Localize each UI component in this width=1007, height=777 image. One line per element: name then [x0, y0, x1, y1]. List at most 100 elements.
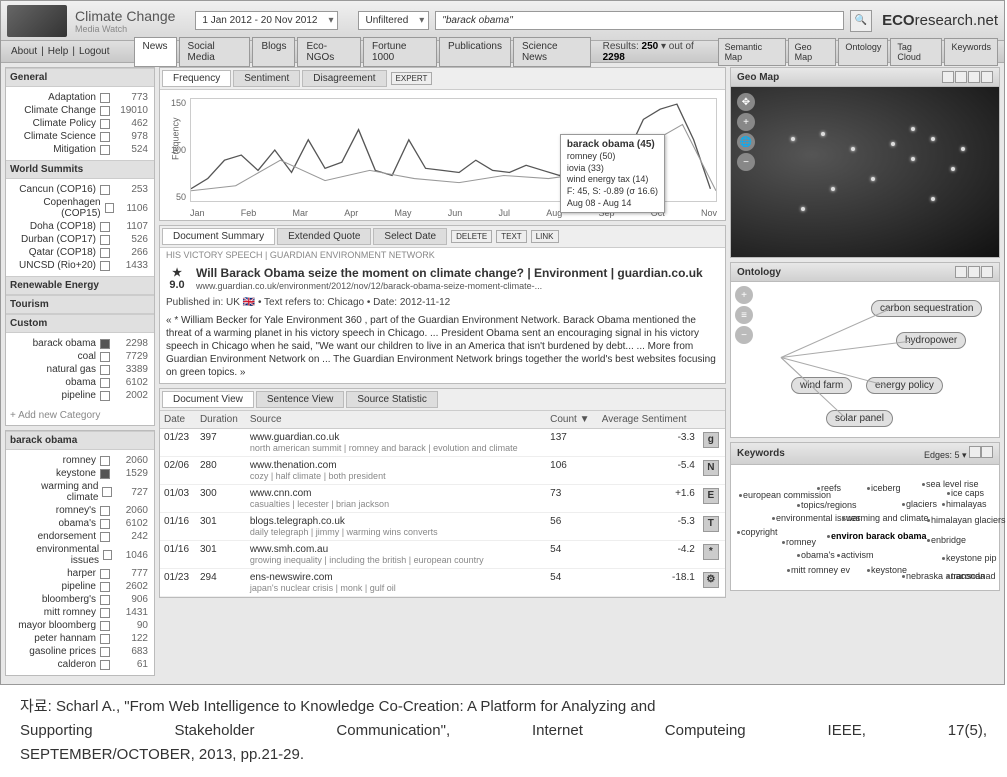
view-button[interactable]: Keywords: [944, 38, 998, 66]
panel-icon[interactable]: [968, 71, 980, 83]
facet-checkbox[interactable]: [100, 519, 110, 529]
facet-row[interactable]: mayor bloomberg90: [12, 619, 148, 632]
facet-checkbox[interactable]: [100, 506, 110, 516]
facet-checkbox[interactable]: [100, 352, 110, 362]
facet-checkbox[interactable]: [103, 550, 112, 560]
facet-checkbox[interactable]: [100, 378, 110, 388]
facet-row[interactable]: romney2060: [12, 454, 148, 467]
keyword-node[interactable]: activism: [841, 550, 874, 560]
tab-frequency[interactable]: Frequency: [162, 70, 231, 87]
facet-row[interactable]: calderon61: [12, 658, 148, 671]
doc-url[interactable]: www.guardian.co.uk/environment/2012/nov/…: [196, 281, 703, 291]
facet-row[interactable]: Durban (COP17)526: [12, 233, 148, 246]
keyword-node[interactable]: reefs: [821, 483, 841, 493]
onto-zoom-in-icon[interactable]: +: [735, 286, 753, 304]
facet-row[interactable]: Climate Change19010: [12, 104, 148, 117]
facet-row[interactable]: natural gas3389: [12, 363, 148, 376]
keyword-node[interactable]: himalayas: [946, 499, 987, 509]
keyword-node[interactable]: keystone pip: [946, 553, 997, 563]
facet-row[interactable]: pipeline2602: [12, 580, 148, 593]
panel-icon[interactable]: [981, 446, 993, 458]
facet-row[interactable]: endorsement242: [12, 530, 148, 543]
keyword-node[interactable]: himalayan glaciers: [931, 515, 1006, 525]
help-link[interactable]: Help: [48, 46, 69, 57]
nav-tab[interactable]: Blogs: [252, 37, 295, 67]
facet-checkbox[interactable]: [105, 203, 114, 213]
filter-dropdown[interactable]: Unfiltered: [358, 11, 429, 30]
panel-icon[interactable]: [981, 266, 993, 278]
keyword-node[interactable]: keystone: [871, 565, 907, 575]
facet-checkbox[interactable]: [100, 456, 110, 466]
facet-checkbox[interactable]: [100, 647, 110, 657]
panel-icon[interactable]: [968, 266, 980, 278]
search-input[interactable]: "barack obama": [435, 11, 844, 30]
ontology-node[interactable]: energy policy: [866, 377, 943, 394]
table-row[interactable]: 01/23294ens-newswire.comjapan's nuclear …: [160, 569, 725, 597]
facet-checkbox[interactable]: [100, 132, 110, 142]
facet-row[interactable]: Copenhagen (COP15)1106: [12, 196, 148, 220]
nav-tab[interactable]: News: [134, 37, 177, 67]
onto-zoom-out-icon[interactable]: −: [735, 326, 753, 344]
facet-checkbox[interactable]: [100, 634, 110, 644]
keyword-node[interactable]: enbridge: [931, 535, 966, 545]
doc-title[interactable]: Will Barack Obama seize the moment on cl…: [196, 266, 703, 280]
table-row[interactable]: 02/06280www.thenation.comcozy | half cli…: [160, 457, 725, 485]
ontology-node[interactable]: wind farm: [791, 377, 852, 394]
facet-row[interactable]: harper777: [12, 567, 148, 580]
facet-checkbox[interactable]: [100, 621, 110, 631]
ontology-graph[interactable]: + ≡ − carbon sequestrationhydropowerwind…: [731, 282, 999, 437]
facet-row[interactable]: keystone1529: [12, 467, 148, 480]
facet-row[interactable]: peter hannam122: [12, 632, 148, 645]
tab-disagreement[interactable]: Disagreement: [302, 70, 386, 87]
facet-row[interactable]: Cancun (COP16)253: [12, 183, 148, 196]
facet-checkbox[interactable]: [100, 261, 110, 271]
geo-pan-icon[interactable]: ✥: [737, 93, 755, 111]
facet-row[interactable]: Doha (COP18)1107: [12, 220, 148, 233]
facet-checkbox[interactable]: [100, 185, 110, 195]
keyword-node[interactable]: copyright: [741, 527, 778, 537]
facet-row[interactable]: Climate Science978: [12, 130, 148, 143]
facet-row[interactable]: coal7729: [12, 350, 148, 363]
facet-checkbox[interactable]: [100, 235, 110, 245]
facet-checkbox[interactable]: [102, 487, 112, 497]
text-button[interactable]: TEXT: [496, 230, 526, 243]
logout-link[interactable]: Logout: [79, 46, 110, 57]
panel-icon[interactable]: [969, 446, 981, 458]
facet-checkbox[interactable]: [100, 93, 110, 103]
ontology-node[interactable]: solar panel: [826, 410, 893, 427]
tab-ext-quote[interactable]: Extended Quote: [277, 228, 371, 245]
facet-row[interactable]: environmental issues1046: [12, 543, 148, 567]
facet-checkbox[interactable]: [100, 106, 110, 116]
panel-icon[interactable]: [981, 71, 993, 83]
facet-checkbox[interactable]: [100, 339, 110, 349]
tab-select-date[interactable]: Select Date: [373, 228, 447, 245]
keyword-node[interactable]: ice caps: [951, 488, 984, 498]
facet-checkbox[interactable]: [100, 145, 110, 155]
panel-icon[interactable]: [955, 71, 967, 83]
facet-checkbox[interactable]: [100, 469, 110, 479]
facet-checkbox[interactable]: [100, 660, 110, 670]
table-row[interactable]: 01/16301www.smh.com.augrowing inequality…: [160, 541, 725, 569]
facet-row[interactable]: romney's2060: [12, 504, 148, 517]
nav-tab[interactable]: Eco-NGOs: [297, 37, 361, 67]
keyword-node[interactable]: romney: [786, 537, 816, 547]
facet-row[interactable]: bloomberg's906: [12, 593, 148, 606]
keyword-node[interactable]: glaciers: [906, 499, 937, 509]
facet-checkbox[interactable]: [100, 608, 110, 618]
tab-doc-view[interactable]: Document View: [162, 391, 254, 408]
facet-checkbox[interactable]: [100, 595, 110, 605]
expert-button[interactable]: EXPERT: [391, 72, 433, 85]
facet-checkbox[interactable]: [100, 222, 110, 232]
nav-tab[interactable]: Fortune 1000: [363, 37, 437, 67]
tab-doc-summary[interactable]: Document Summary: [162, 228, 275, 245]
nav-tab[interactable]: Publications: [439, 37, 511, 67]
facet-row[interactable]: obama's6102: [12, 517, 148, 530]
facet-row[interactable]: barack obama2298: [12, 337, 148, 350]
facet-row[interactable]: mitt romney1431: [12, 606, 148, 619]
facet-row[interactable]: Climate Policy462: [12, 117, 148, 130]
view-button[interactable]: Tag Cloud: [890, 38, 942, 66]
keyword-node[interactable]: mitt romney ev: [791, 565, 850, 575]
facet-row[interactable]: UNCSD (Rio+20)1433: [12, 259, 148, 272]
table-row[interactable]: 01/23397www.guardian.co.uknorth american…: [160, 429, 725, 457]
geo-earth-icon[interactable]: 🌐: [737, 133, 755, 151]
